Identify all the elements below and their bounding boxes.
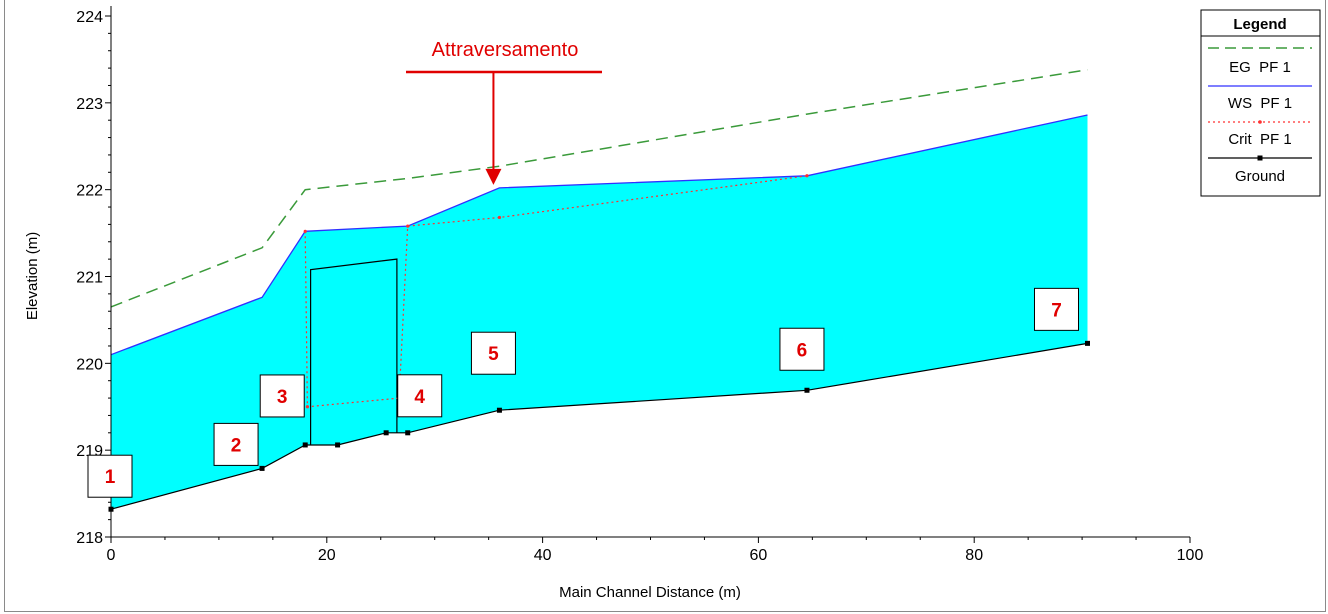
y-tick-label: 221: [76, 270, 103, 287]
water-area: [111, 115, 1088, 510]
legend-ground-label: Ground: [1235, 168, 1285, 185]
ground-point: [1084, 340, 1090, 346]
crit-pf1-point: [497, 215, 502, 220]
section-box: [779, 327, 825, 371]
ground-point: [259, 465, 265, 471]
ground-point: [335, 442, 341, 448]
legend-ground-marker: [1257, 155, 1263, 161]
section-box: [470, 331, 516, 375]
legend-ws-label: WS PF 1: [1228, 95, 1292, 112]
legend-eg-label: EG PF 1: [1229, 59, 1291, 76]
annotations: Attraversamento 1 2 3 4 5 6 7: [87, 39, 1079, 498]
x-tick-label: 60: [750, 547, 768, 564]
x-tick-label: 100: [1177, 547, 1204, 564]
section-box: [1033, 287, 1079, 331]
section-label: 5: [488, 344, 499, 365]
legend: Legend EG PF 1 WS PF 1 Crit PF 1 Ground: [1200, 9, 1321, 197]
crit-pf1-point: [303, 229, 307, 233]
crit-pf1-point: [805, 174, 809, 178]
y-tick-label: 222: [76, 183, 103, 200]
bridge-structure: [310, 258, 398, 445]
ground-point: [496, 407, 502, 413]
section-label: 7: [1051, 300, 1062, 321]
ground-point: [302, 442, 308, 448]
legend-title: Legend: [1233, 16, 1286, 33]
x-tick-label: 0: [107, 547, 116, 564]
legend-crit-label: Crit PF 1: [1228, 131, 1291, 148]
section-label: 6: [797, 340, 808, 361]
crit-pf1-line: [304, 175, 808, 408]
ground-point: [804, 387, 810, 393]
legend-crit-marker: [1258, 120, 1262, 124]
x-tick-label: 20: [318, 547, 336, 564]
annotation-arrow-head: [485, 168, 502, 185]
x-tick-label: 80: [965, 547, 983, 564]
ground-point: [383, 430, 389, 436]
section-label: 1: [105, 467, 116, 488]
section-label: 4: [414, 387, 425, 408]
crit-pf1-point: [305, 405, 309, 409]
section-box: [397, 374, 443, 418]
y-tick-label: 224: [76, 9, 103, 26]
y-tick-label: 218: [76, 530, 103, 547]
chart-window: [4, 0, 1326, 612]
plot-area: [108, 69, 1090, 512]
y-tick-label: 220: [76, 356, 103, 373]
section-box: [259, 374, 305, 418]
ground-point: [405, 430, 411, 436]
annotation-attraversamento: Attraversamento: [432, 39, 579, 61]
section-box: [213, 422, 259, 466]
section-label: 3: [277, 387, 288, 408]
x-tick-label: 40: [534, 547, 552, 564]
y-tick-label: 223: [76, 96, 103, 113]
legend-box: [1200, 9, 1321, 197]
x-axis-label: Main Channel Distance (m): [559, 584, 741, 601]
section-box: [87, 454, 133, 498]
eg-pf1-line: [110, 69, 1088, 308]
crit-pf1-point: [406, 224, 410, 228]
y-axis-label: Elevation (m): [24, 232, 41, 320]
section-label: 2: [231, 435, 242, 456]
axes: Main Channel Distance (m) Elevation (m) …: [24, 6, 1203, 601]
